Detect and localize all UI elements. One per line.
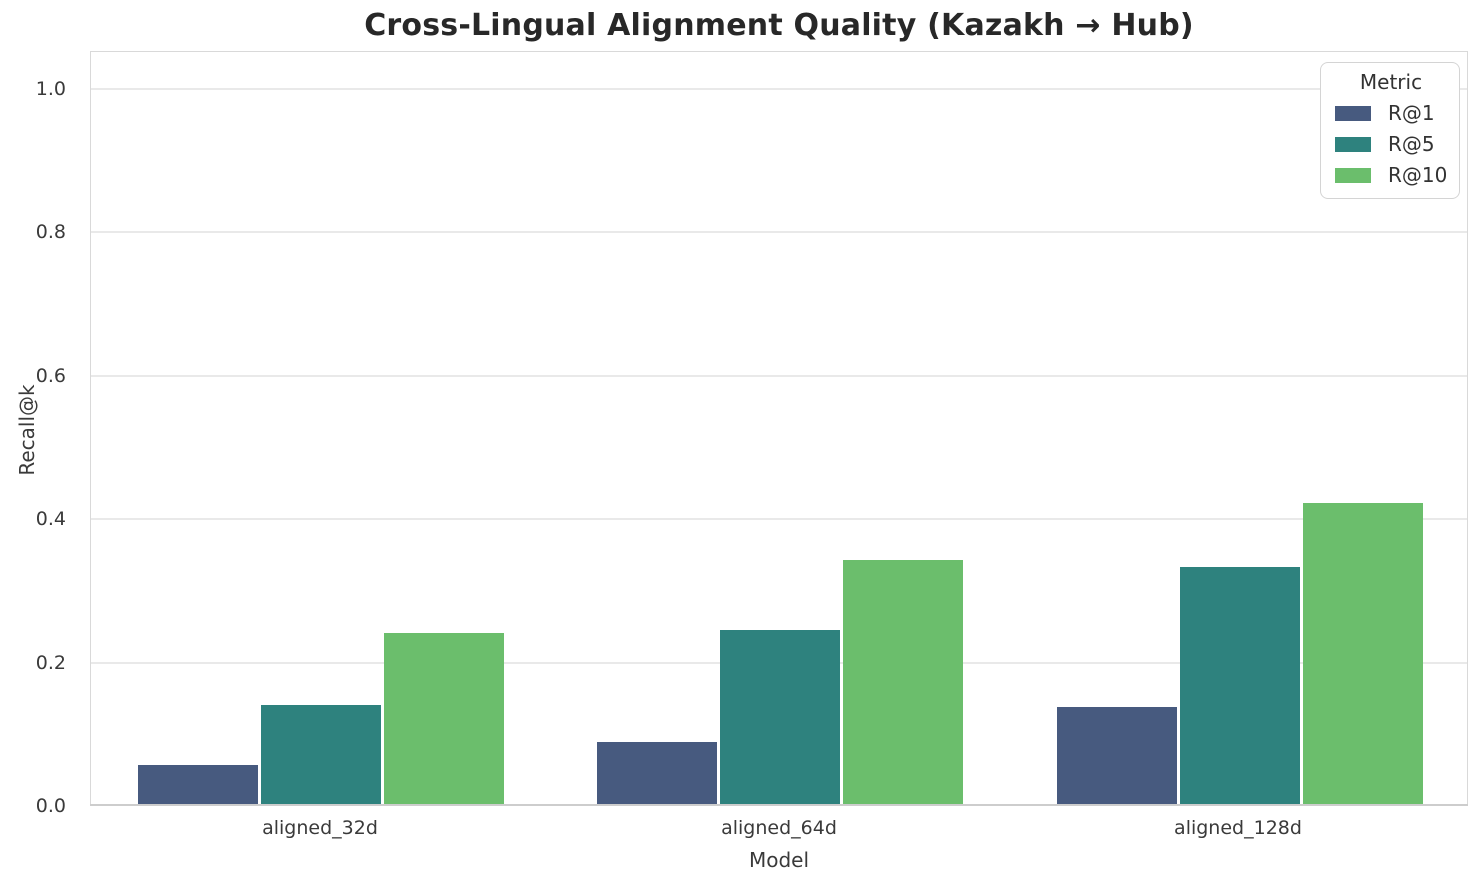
legend-entry: R@10	[1335, 163, 1447, 187]
legend-swatch	[1335, 105, 1371, 121]
y-tick-label: 0.6	[35, 364, 66, 387]
y-tick-label: 1.0	[35, 78, 66, 100]
spine-left	[90, 51, 91, 806]
bar-r1-aligned_32d	[138, 765, 258, 804]
bar-r5-aligned_32d	[261, 705, 381, 804]
y-tick-label: 0.2	[35, 651, 66, 674]
gridline	[90, 231, 1468, 234]
x-tick-label: aligned_128d	[1174, 817, 1302, 839]
gridline	[90, 88, 1468, 90]
y-axis-ticks: 0.0 0.2 0.4 0.6 0.8 1.0	[0, 51, 78, 817]
spine-bottom	[90, 804, 1468, 806]
plot-area	[90, 51, 1468, 806]
legend-swatch	[1335, 136, 1371, 152]
bar-r10-aligned_32d	[384, 633, 504, 804]
legend-entry: R@5	[1335, 132, 1447, 156]
y-tick-label: 0.4	[35, 508, 66, 531]
x-axis-ticks: aligned_32d aligned_64d aligned_128d	[90, 806, 1468, 846]
x-tick-label: aligned_64d	[721, 817, 837, 839]
bar-r5-aligned_128d	[1180, 567, 1300, 804]
y-tick-label: 0.0	[35, 795, 66, 817]
y-tick-label: 0.8	[35, 221, 66, 244]
legend-entry: R@1	[1335, 101, 1447, 125]
bar-r5-aligned_64d	[720, 630, 840, 804]
legend-entries: R@1 R@5 R@10	[1335, 101, 1447, 187]
legend-label: R@5	[1388, 132, 1435, 156]
legend-label: R@1	[1388, 101, 1435, 125]
x-tick-label: aligned_32d	[262, 817, 378, 839]
spine-top	[90, 51, 1468, 52]
bar-r10-aligned_64d	[843, 560, 963, 804]
spine-right	[1467, 51, 1468, 806]
bar-r10-aligned_128d	[1303, 503, 1423, 804]
gridline	[90, 518, 1468, 521]
legend-swatch	[1335, 167, 1371, 183]
legend-label: R@10	[1388, 163, 1448, 187]
legend: Metric R@1 R@5 R@10	[1320, 62, 1460, 199]
y-axis-label: Recall@k	[15, 384, 39, 476]
gridline	[90, 374, 1468, 377]
bar-r1-aligned_64d	[597, 742, 717, 804]
chart-title: Cross-Lingual Alignment Quality (Kazakh …	[364, 8, 1194, 43]
bar-r1-aligned_128d	[1057, 707, 1177, 804]
legend-title: Metric	[1359, 70, 1423, 94]
x-axis-label: Model	[748, 848, 810, 872]
